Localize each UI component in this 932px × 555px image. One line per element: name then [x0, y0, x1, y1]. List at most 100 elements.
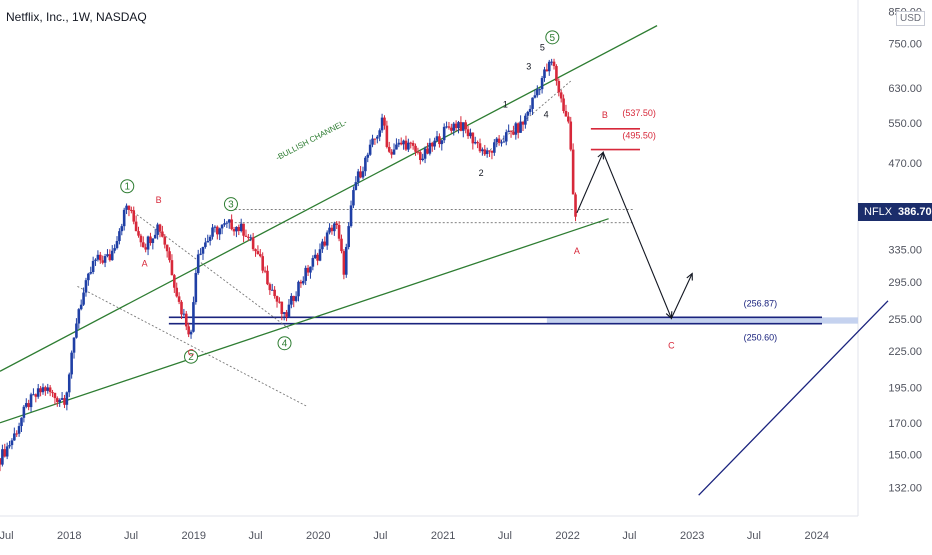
- candle: [32, 388, 35, 396]
- candle-body: [411, 142, 415, 146]
- candle: [87, 272, 90, 286]
- candle-body: [323, 241, 327, 246]
- candle-body: [428, 142, 432, 154]
- candle-body: [67, 374, 71, 393]
- wave-label: 1: [124, 182, 130, 193]
- candle-body: [173, 275, 176, 288]
- candle: [395, 138, 398, 150]
- candle: [130, 206, 133, 214]
- candle-body: [488, 150, 491, 152]
- candle: [175, 282, 179, 298]
- candle: [531, 97, 534, 116]
- candle: [337, 221, 341, 242]
- candle-body: [395, 144, 398, 150]
- candle: [67, 372, 71, 397]
- candle-body: [371, 138, 374, 145]
- candle: [290, 293, 293, 309]
- candle-body: [368, 144, 372, 155]
- candle: [555, 64, 558, 86]
- candle: [461, 122, 465, 138]
- candle-body: [383, 117, 386, 126]
- candle: [144, 243, 147, 253]
- candle: [65, 391, 69, 411]
- candle: [39, 385, 42, 397]
- candle: [366, 152, 370, 163]
- candle-body: [500, 142, 503, 144]
- chart-title: Netflix, Inc., 1W, NASDAQ: [6, 10, 147, 24]
- candle-body: [485, 150, 489, 155]
- candle: [476, 140, 479, 149]
- candle-body: [175, 287, 179, 297]
- candle-body: [404, 140, 408, 150]
- level-label: (250.60): [744, 333, 778, 343]
- candle: [213, 225, 217, 233]
- candle-body: [466, 129, 470, 137]
- candle: [473, 136, 477, 145]
- candle: [125, 203, 128, 215]
- candle-body: [495, 138, 499, 143]
- candle-body: [421, 158, 424, 160]
- candle: [223, 218, 226, 227]
- candle: [22, 404, 26, 423]
- channel-lower-line: [0, 218, 609, 424]
- y-tick-label: 195.00: [888, 383, 922, 395]
- candle-body: [58, 399, 62, 403]
- candle: [270, 283, 274, 291]
- candle-body: [452, 123, 456, 131]
- candle-body: [24, 403, 28, 407]
- candle: [275, 295, 279, 308]
- candle: [404, 135, 408, 151]
- candle-body: [297, 281, 300, 297]
- candle-body: [325, 232, 329, 246]
- candle-body: [32, 394, 35, 396]
- candle: [457, 120, 460, 134]
- candle-body: [540, 78, 544, 90]
- candle: [483, 144, 487, 156]
- candle-body: [149, 236, 152, 244]
- candle: [416, 147, 420, 155]
- candle: [335, 221, 339, 230]
- candle: [132, 206, 136, 225]
- candle: [478, 138, 482, 153]
- candle: [101, 255, 104, 265]
- x-tick-label: Jul: [498, 530, 512, 542]
- candle: [56, 396, 59, 407]
- candle-body: [1, 449, 4, 465]
- candle-body: [497, 138, 501, 143]
- candle-body: [524, 115, 527, 125]
- candle-body: [557, 80, 561, 93]
- candle-body: [170, 260, 174, 276]
- candle-body: [144, 247, 147, 250]
- candle: [407, 138, 410, 152]
- candle: [497, 135, 501, 146]
- candle-body: [313, 254, 317, 259]
- candle: [287, 299, 291, 318]
- candle: [235, 226, 238, 238]
- candle: [354, 176, 358, 191]
- candle: [385, 120, 389, 149]
- candle: [165, 244, 169, 258]
- candle: [244, 229, 248, 237]
- candle: [146, 235, 150, 256]
- candle: [426, 142, 429, 155]
- candle: [399, 137, 403, 146]
- candle: [153, 228, 157, 239]
- candle-body: [430, 142, 434, 147]
- candle-body: [165, 244, 169, 252]
- candle: [158, 223, 162, 238]
- candle: [0, 458, 2, 472]
- candle-body: [416, 151, 420, 153]
- candle-body: [29, 394, 33, 408]
- candle: [225, 220, 229, 228]
- candle: [481, 147, 484, 156]
- candle: [380, 113, 384, 133]
- wave-label: 5: [540, 42, 545, 52]
- candle-body: [103, 256, 107, 263]
- y-tick-label: 225.00: [888, 346, 922, 358]
- candle-body: [235, 226, 238, 232]
- candle: [387, 141, 391, 154]
- candle-body: [194, 273, 198, 303]
- candle-body: [469, 132, 472, 137]
